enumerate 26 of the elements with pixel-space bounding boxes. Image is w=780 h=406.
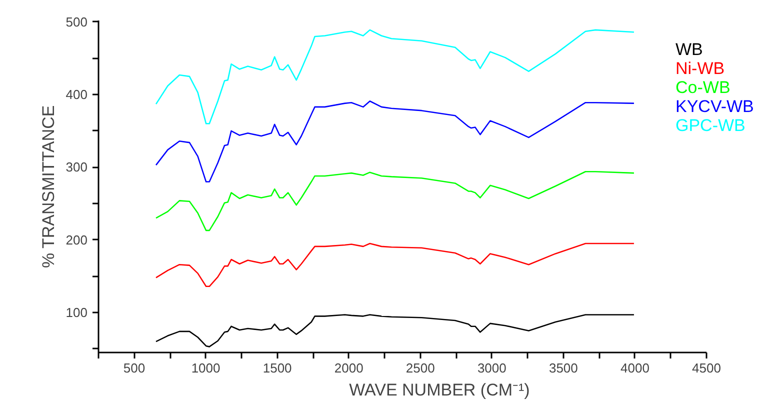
y-tick-label: 300 — [66, 160, 88, 175]
y-tick-label: 100 — [66, 305, 88, 320]
text: Ni-WB — [676, 59, 725, 78]
x-tick-label: 1500 — [262, 360, 292, 376]
line-series — [155, 170, 635, 232]
x-tick-label: 2500 — [406, 360, 435, 376]
text: KYCV-WB — [676, 97, 754, 116]
y-axis-title: % TRANSMITTANCE — [38, 105, 58, 268]
line-series — [155, 242, 635, 288]
y-tick-label: 500 — [66, 14, 88, 30]
x-tick-label: 4000 — [620, 360, 650, 376]
line-series — [155, 314, 635, 348]
x-tick-label: 1000 — [191, 360, 220, 376]
line-series — [155, 100, 635, 182]
line-series — [155, 29, 635, 124]
x-tick-label: 3000 — [477, 360, 506, 376]
text: WB — [676, 40, 703, 59]
y-tick-label: 200 — [66, 232, 88, 248]
x-tick-label: 3500 — [548, 360, 578, 376]
text: Co-WB — [676, 78, 730, 97]
y-tick-label: 400 — [66, 87, 88, 102]
x-axis-title: WAVE NUMBER (CM⁻¹) — [349, 380, 530, 400]
x-tick-label: 500 — [123, 360, 146, 376]
x-tick-label: 2000 — [334, 360, 364, 376]
x-tick-label: 4500 — [692, 360, 721, 376]
text: GPC-WB — [676, 116, 746, 135]
